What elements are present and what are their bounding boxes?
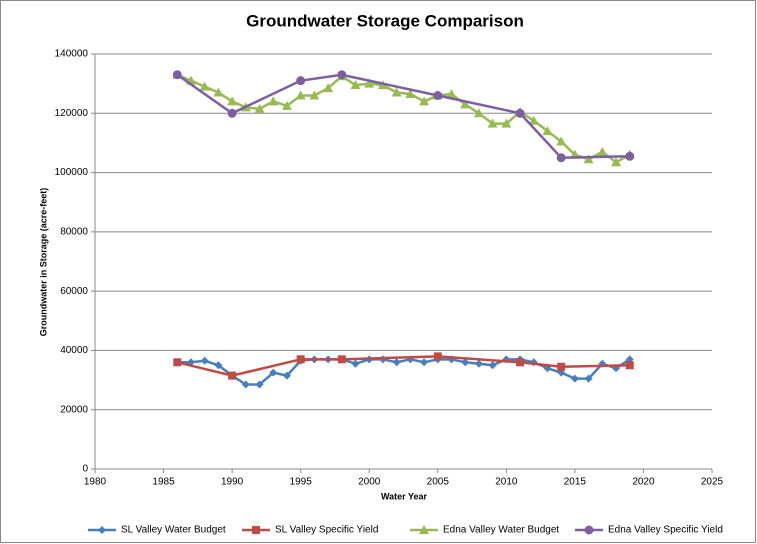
marker [419, 96, 430, 106]
marker [98, 526, 106, 534]
x-tick-label: 1985 [152, 477, 175, 488]
marker [227, 108, 237, 118]
marker [556, 153, 566, 163]
marker [473, 108, 484, 118]
chart-title: Groundwater Storage Comparison [246, 11, 524, 30]
marker [269, 368, 278, 377]
y-tick-label: 20000 [60, 404, 88, 415]
marker [461, 358, 470, 367]
marker [296, 76, 306, 86]
marker [337, 70, 347, 80]
legend-label: Edna Valley Specific Yield [608, 525, 723, 536]
y-tick-label: 120000 [55, 108, 89, 119]
marker [611, 157, 622, 167]
legend-label: Edna Valley Water Budget [443, 525, 559, 536]
marker [392, 358, 401, 367]
y-tick-label: 140000 [55, 49, 89, 60]
marker [570, 374, 579, 383]
marker [241, 380, 250, 389]
marker [557, 362, 566, 371]
legend-label: SL Valley Water Budget [121, 525, 226, 536]
marker [391, 87, 402, 97]
marker [597, 146, 608, 156]
marker [295, 90, 306, 100]
x-tick-label: 2010 [495, 477, 518, 488]
marker [200, 356, 209, 365]
marker [625, 361, 634, 370]
marker [542, 126, 553, 136]
marker [254, 103, 265, 113]
x-tick-label: 2015 [564, 477, 587, 488]
y-tick-label: 80000 [60, 226, 88, 237]
marker [420, 358, 429, 367]
marker [419, 525, 429, 534]
marker [227, 96, 238, 106]
x-tick-label: 1990 [221, 477, 244, 488]
marker [474, 359, 483, 368]
marker [433, 91, 443, 100]
marker [625, 151, 635, 161]
y-tick-label: 40000 [60, 345, 88, 356]
x-tick-label: 2020 [632, 477, 655, 488]
marker [281, 100, 292, 110]
legend-label: SL Valley Specific Yield [275, 525, 378, 536]
x-tick-label: 1995 [290, 477, 313, 488]
marker [584, 525, 594, 535]
marker [255, 380, 264, 389]
marker [584, 374, 593, 383]
marker [364, 78, 375, 88]
marker [252, 526, 260, 534]
marker [337, 355, 346, 364]
marker [515, 108, 525, 118]
y-tick-label: 60000 [60, 286, 88, 297]
marker [583, 154, 594, 164]
series-line [176, 355, 630, 377]
marker [516, 358, 525, 367]
marker [556, 136, 567, 146]
marker [405, 89, 416, 99]
marker [282, 371, 291, 380]
series-line [176, 73, 631, 164]
y-tick-label: 0 [82, 464, 88, 475]
marker [214, 361, 223, 370]
x-tick-label: 2000 [358, 477, 381, 488]
y-axis-label: Groundwater in Storage (acre-feet) [38, 188, 48, 337]
marker [446, 89, 457, 99]
marker [487, 118, 498, 128]
marker [351, 359, 360, 368]
marker [172, 70, 182, 80]
marker [528, 115, 539, 125]
marker [460, 99, 471, 109]
marker [296, 355, 305, 364]
marker [501, 118, 512, 128]
y-tick-label: 100000 [55, 167, 89, 178]
marker [488, 361, 497, 370]
marker [213, 87, 224, 97]
marker [228, 371, 237, 380]
marker [268, 96, 279, 106]
x-tick-label: 2025 [701, 477, 724, 488]
series-line [176, 73, 630, 160]
marker [199, 81, 210, 91]
marker [433, 352, 442, 361]
x-tick-label: 1980 [84, 477, 107, 488]
marker [173, 358, 182, 367]
marker [309, 90, 320, 100]
series-line [177, 358, 631, 386]
marker [350, 80, 361, 90]
x-axis-label: Water Year [381, 491, 428, 501]
marker [323, 83, 334, 93]
x-tick-label: 2005 [427, 477, 450, 488]
